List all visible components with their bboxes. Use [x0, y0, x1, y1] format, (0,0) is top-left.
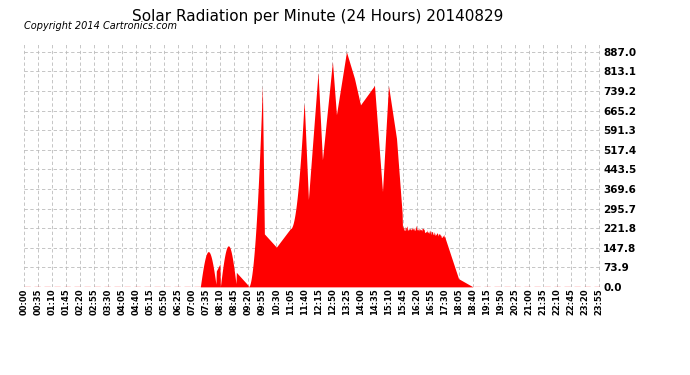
Text: Radiation (W/m2): Radiation (W/m2) [560, 32, 649, 41]
Text: Solar Radiation per Minute (24 Hours) 20140829: Solar Radiation per Minute (24 Hours) 20… [132, 9, 503, 24]
Text: Copyright 2014 Cartronics.com: Copyright 2014 Cartronics.com [24, 21, 177, 31]
